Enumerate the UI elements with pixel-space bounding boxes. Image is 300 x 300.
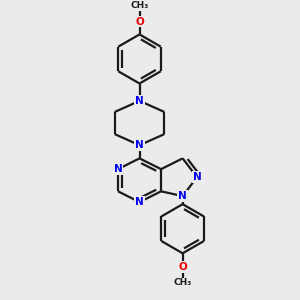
- Text: N: N: [135, 96, 144, 106]
- Text: O: O: [135, 16, 144, 26]
- Text: CH₃: CH₃: [130, 1, 148, 10]
- Text: N: N: [114, 164, 122, 174]
- Text: CH₃: CH₃: [173, 278, 192, 287]
- Text: O: O: [178, 262, 187, 272]
- Text: N: N: [178, 191, 187, 201]
- Text: N: N: [193, 172, 201, 182]
- Text: N: N: [135, 140, 144, 150]
- Text: N: N: [135, 197, 144, 207]
